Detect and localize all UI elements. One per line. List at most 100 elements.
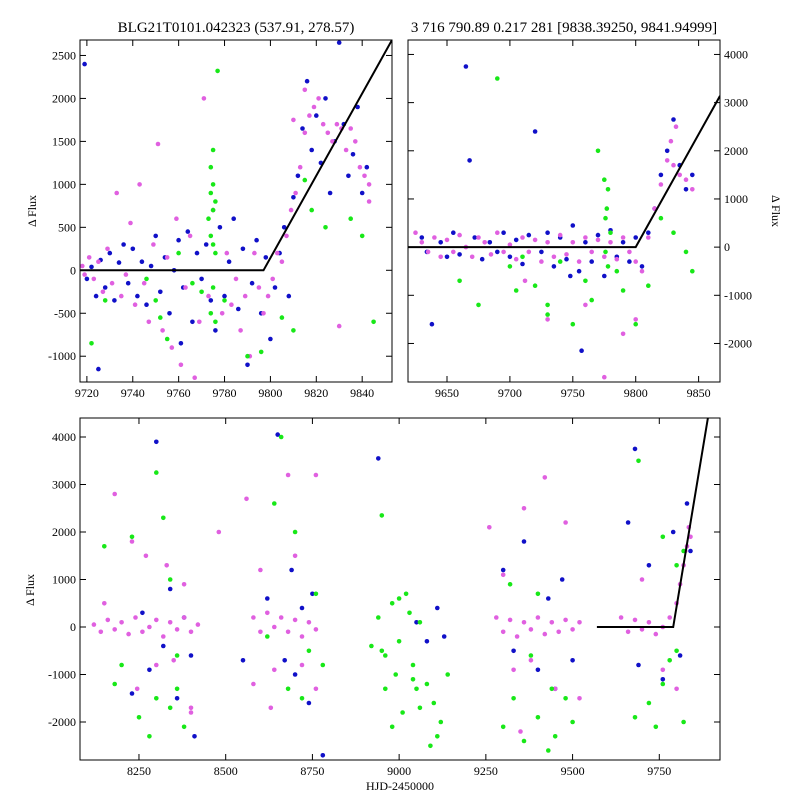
data-point-magenta bbox=[618, 615, 624, 620]
data-point-magenta bbox=[171, 658, 176, 663]
data-point-magenta bbox=[272, 667, 277, 673]
data-point-magenta bbox=[279, 259, 285, 265]
data-point-blue bbox=[664, 148, 670, 154]
data-point-green bbox=[620, 288, 626, 293]
x-tick-label: 9650 bbox=[435, 386, 459, 400]
x-tick-label: 9740 bbox=[121, 386, 145, 400]
data-point-magenta bbox=[306, 620, 312, 625]
data-point-magenta bbox=[432, 235, 437, 240]
series-blue bbox=[419, 64, 695, 354]
data-marks bbox=[408, 64, 720, 380]
data-point-green bbox=[208, 233, 214, 239]
data-point-blue bbox=[639, 264, 645, 269]
data-point-green bbox=[660, 681, 666, 687]
data-point-green bbox=[690, 268, 695, 274]
data-point-green bbox=[208, 311, 214, 316]
data-point-blue bbox=[167, 311, 172, 316]
data-point-green bbox=[208, 164, 214, 170]
data-point-green bbox=[583, 278, 588, 284]
data-point-green bbox=[199, 289, 204, 295]
data-point-magenta bbox=[334, 121, 340, 127]
data-marks bbox=[80, 40, 392, 381]
y-tick-label: -1000 bbox=[724, 288, 752, 302]
panel-bottom-xlabel: HJD-2450000 bbox=[366, 779, 434, 793]
data-point-green bbox=[546, 748, 551, 753]
data-point-magenta bbox=[307, 113, 312, 118]
data-point-magenta bbox=[542, 631, 548, 637]
data-point-green bbox=[674, 648, 679, 654]
data-point-magenta bbox=[229, 302, 234, 308]
data-point-blue bbox=[304, 78, 310, 84]
y-tick-label: 0 bbox=[70, 620, 76, 634]
data-point-green bbox=[445, 672, 451, 677]
data-point-magenta bbox=[564, 252, 569, 257]
data-point-magenta bbox=[570, 240, 576, 245]
data-point-blue bbox=[627, 259, 632, 264]
data-point-blue bbox=[646, 230, 651, 235]
data-point-green bbox=[272, 501, 277, 506]
data-point-blue bbox=[129, 691, 135, 696]
data-point-blue bbox=[295, 173, 301, 179]
data-point-blue bbox=[472, 235, 478, 240]
data-point-magenta bbox=[119, 620, 124, 625]
data-point-magenta bbox=[602, 374, 607, 380]
plot-frame bbox=[79, 417, 721, 761]
data-point-blue bbox=[178, 341, 184, 346]
data-point-blue bbox=[158, 289, 163, 295]
data-point-blue bbox=[688, 548, 693, 554]
data-point-green bbox=[213, 319, 218, 325]
data-point-magenta bbox=[181, 615, 187, 620]
data-point-green bbox=[520, 254, 525, 260]
plot-frame bbox=[407, 39, 721, 383]
y-tick-label: 2000 bbox=[724, 144, 748, 158]
data-point-blue bbox=[683, 187, 689, 192]
data-point-blue bbox=[419, 235, 425, 240]
data-point-magenta bbox=[313, 686, 319, 692]
data-point-blue bbox=[306, 700, 312, 706]
data-point-green bbox=[369, 643, 374, 649]
data-point-blue bbox=[690, 172, 695, 178]
data-point-magenta bbox=[183, 285, 188, 290]
data-point-green bbox=[674, 563, 679, 568]
data-point-blue bbox=[121, 242, 126, 247]
data-point-magenta bbox=[674, 686, 679, 692]
data-point-magenta bbox=[563, 617, 568, 623]
data-point-green bbox=[292, 529, 298, 535]
data-point-magenta bbox=[625, 629, 631, 635]
data-point-magenta bbox=[438, 254, 444, 260]
data-point-blue bbox=[89, 264, 94, 270]
data-point-magenta bbox=[632, 617, 638, 623]
data-point-blue bbox=[376, 456, 381, 461]
data-point-blue bbox=[564, 256, 569, 262]
data-point-magenta bbox=[133, 615, 138, 620]
data-point-magenta bbox=[457, 232, 462, 238]
data-point-blue bbox=[451, 230, 456, 235]
data-point-magenta bbox=[252, 250, 257, 256]
data-point-green bbox=[495, 76, 500, 81]
data-point-magenta bbox=[494, 615, 499, 620]
data-point-magenta bbox=[501, 249, 506, 255]
data-point-magenta bbox=[518, 729, 523, 734]
data-point-magenta bbox=[646, 235, 651, 240]
data-point-blue bbox=[570, 658, 575, 663]
y-tick-label: 2500 bbox=[52, 48, 76, 62]
data-point-blue bbox=[300, 126, 305, 131]
data-point-blue bbox=[467, 158, 472, 163]
panel-top-left-title: BLG21T0101.042323 (537.91, 278.57) bbox=[118, 20, 355, 36]
data-point-green bbox=[535, 591, 541, 597]
data-point-blue bbox=[130, 246, 136, 252]
data-point-green bbox=[181, 724, 187, 730]
data-point-green bbox=[112, 681, 117, 687]
data-point-magenta bbox=[577, 696, 582, 701]
data-point-magenta bbox=[265, 610, 270, 616]
data-point-magenta bbox=[535, 615, 541, 620]
data-point-magenta bbox=[188, 629, 194, 635]
data-point-blue bbox=[513, 237, 519, 243]
data-point-green bbox=[119, 662, 124, 668]
data-point-blue bbox=[282, 658, 288, 663]
data-point-blue bbox=[320, 753, 326, 758]
data-point-blue bbox=[501, 230, 506, 235]
data-point-blue bbox=[236, 306, 241, 312]
data-point-magenta bbox=[105, 617, 111, 623]
data-point-blue bbox=[265, 596, 270, 601]
